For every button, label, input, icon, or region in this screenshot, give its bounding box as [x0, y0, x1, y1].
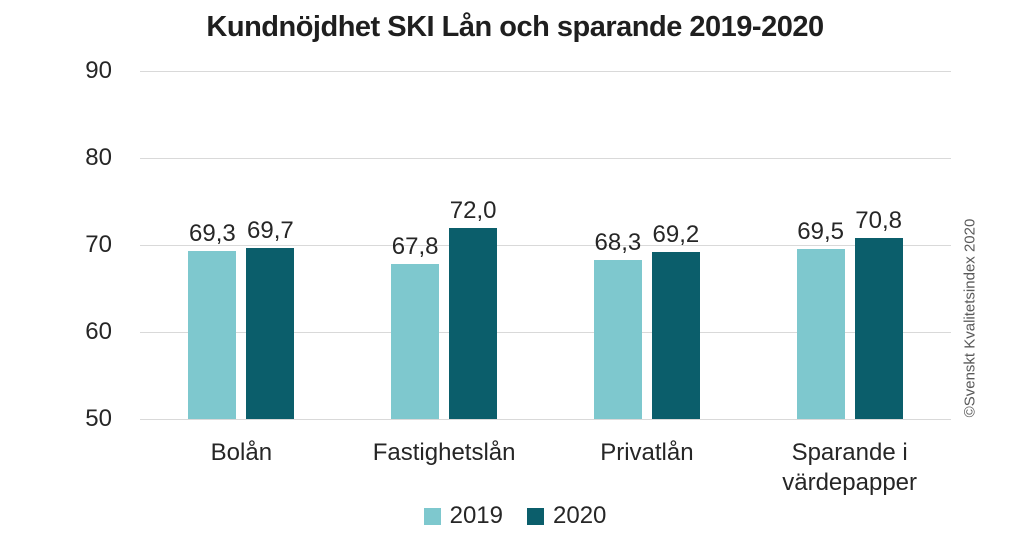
- y-tick-label: 80: [85, 144, 112, 171]
- bar-group: 69,3 69,7: [140, 71, 343, 419]
- y-tick-label: 50: [85, 405, 112, 432]
- legend-label: 2020: [553, 502, 607, 529]
- legend: 2019 2020: [0, 502, 1030, 530]
- gridline-50: [140, 419, 951, 420]
- bar-2020: 72,0: [449, 197, 498, 419]
- x-axis-category-labels: Bolån Fastighetslån Privatlån Sparande i vä…: [140, 438, 951, 498]
- x-category-label: Privatlån: [600, 439, 694, 466]
- x-category-label: Fastighetslån: [372, 439, 516, 466]
- legend-label: 2019: [449, 502, 503, 529]
- bar-value-label: 67,8: [391, 233, 439, 261]
- y-tick-label: 70: [85, 231, 112, 258]
- legend-swatch-icon: [423, 507, 441, 525]
- legend-item-2019: 2019: [423, 502, 503, 530]
- gridline-60: [140, 332, 951, 333]
- bar-2019: 69,5: [796, 218, 845, 419]
- bar-2019: 68,3: [593, 229, 642, 419]
- bar-2020: 69,2: [651, 221, 700, 419]
- x-category-label: Bolån: [210, 439, 273, 466]
- bar-value-label: 69,2: [652, 220, 700, 248]
- bar-value-label: 69,3: [189, 220, 236, 248]
- chart-title: Kundnöjdhet SKI Lån och sparande 2019-20…: [206, 11, 824, 43]
- bar-value-label: 68,3: [594, 228, 642, 256]
- bar-group: 67,8 72,0: [343, 71, 546, 419]
- bar-2019: 67,8: [391, 233, 440, 419]
- bar-value-label: 72,0: [449, 196, 497, 224]
- copyright-note: ©Svenskt Kvalitetsindex 2020: [961, 218, 979, 418]
- bar-group: 69,5 70,8: [748, 71, 951, 419]
- bar-2019: 69,3: [188, 220, 237, 419]
- legend-item-2020: 2020: [527, 502, 606, 530]
- bar-value-label: 69,5: [797, 218, 844, 246]
- x-category-label: Sparande i värdepapper: [782, 439, 917, 496]
- bar-2020: 69,7: [246, 217, 295, 419]
- bar-value-label: 69,7: [247, 216, 294, 244]
- bar-value-label: 70,8: [855, 207, 902, 235]
- bar-2020: 70,8: [854, 207, 903, 419]
- gridline-90: [140, 71, 951, 72]
- gridline-70: [140, 245, 951, 246]
- bar-group: 68,3 69,2: [546, 71, 749, 419]
- y-tick-label: 60: [85, 318, 112, 345]
- plot-area: 69,3 69,7 67,8 72,0 68,3 69,2 69,5 70,8: [140, 71, 951, 419]
- legend-swatch-icon: [527, 507, 544, 525]
- gridline-80: [140, 158, 951, 159]
- y-tick-label: 90: [85, 57, 112, 84]
